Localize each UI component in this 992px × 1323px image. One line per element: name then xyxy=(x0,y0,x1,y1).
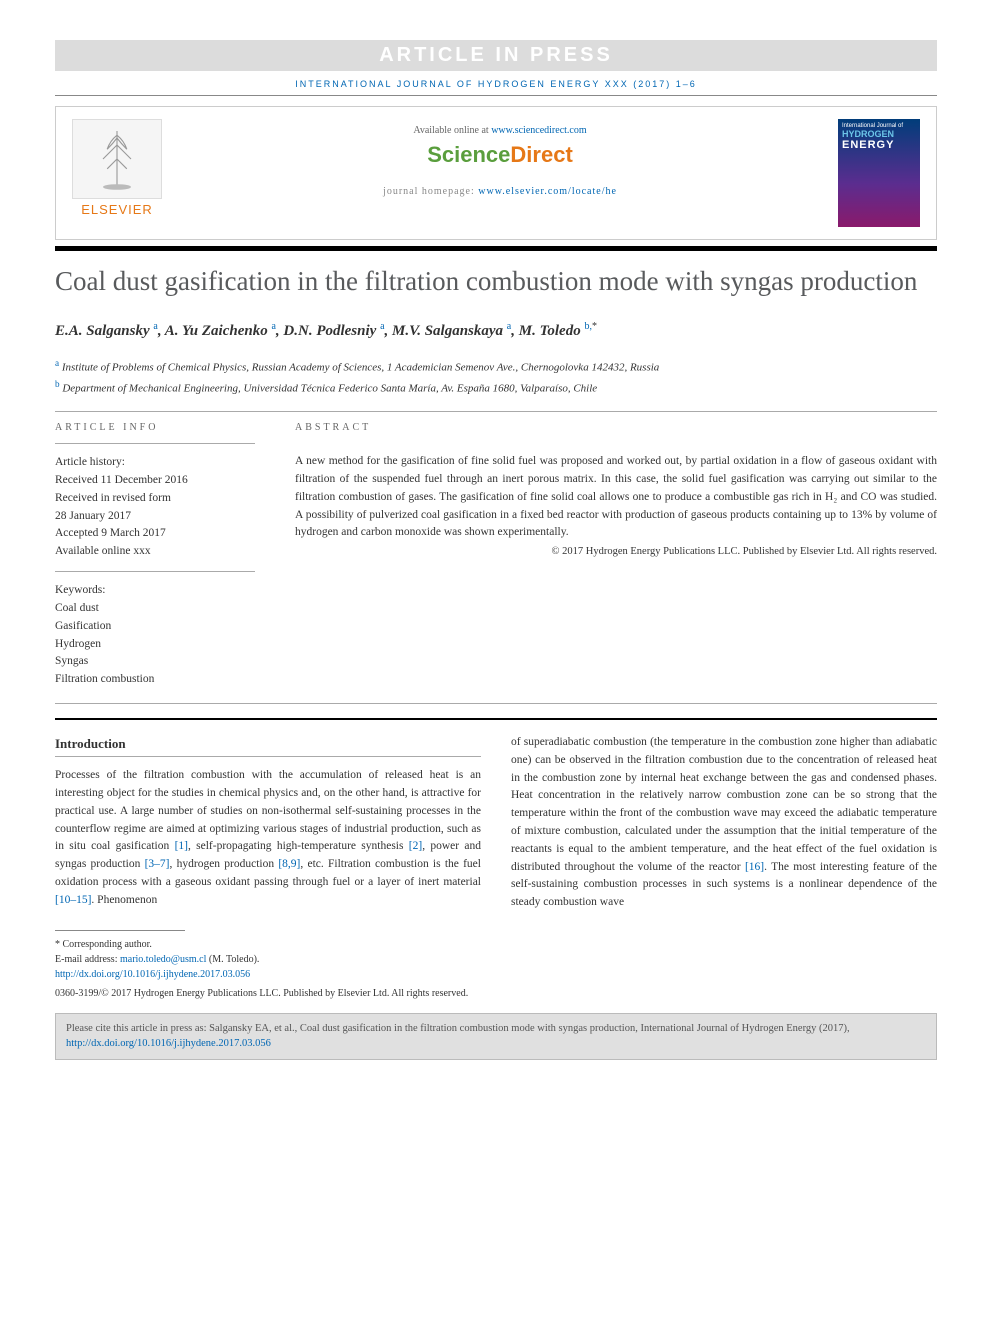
sd-logo-part1: Science xyxy=(427,142,510,167)
intro-paragraph-left: Processes of the filtration combustion w… xyxy=(55,767,481,910)
article-info-column: ARTICLE INFO Article history: Received 1… xyxy=(55,422,255,689)
publisher-header-box: ELSEVIER Available online at www.science… xyxy=(55,106,937,240)
article-history-block: Article history: Received 11 December 20… xyxy=(55,454,255,561)
journal-cover-thumbnail: International Journal of HYDROGEN ENERGY xyxy=(838,119,920,227)
cover-line3: ENERGY xyxy=(842,139,916,151)
keyword: Coal dust xyxy=(55,600,255,618)
footnote-rule xyxy=(55,930,185,931)
keyword: Filtration combustion xyxy=(55,671,255,689)
keyword: Gasification xyxy=(55,618,255,636)
abstract-copyright: © 2017 Hydrogen Energy Publications LLC.… xyxy=(295,546,937,557)
email-suffix: (M. Toledo). xyxy=(206,954,259,965)
article-info-heading: ARTICLE INFO xyxy=(55,422,255,433)
article-title: Coal dust gasification in the filtration… xyxy=(55,265,937,297)
meta-bottom-rule xyxy=(55,703,937,704)
body-two-column: Introduction Processes of the filtration… xyxy=(55,734,937,912)
journal-header-citation: INTERNATIONAL JOURNAL OF HYDROGEN ENERGY… xyxy=(55,79,937,89)
history-line: Accepted 9 March 2017 xyxy=(55,525,255,543)
keywords-label: Keywords: xyxy=(55,582,255,600)
email-line: E-mail address: mario.toledo@usm.cl (M. … xyxy=(55,952,937,967)
abstract-heading: ABSTRACT xyxy=(295,422,937,433)
intro-paragraph-right: of superadiabatic combustion (the temper… xyxy=(511,734,937,912)
sciencedirect-logo: ScienceDirect xyxy=(178,142,822,168)
elsevier-tree-icon xyxy=(72,119,162,199)
cover-line2: HYDROGEN xyxy=(842,129,916,139)
sciencedirect-link[interactable]: www.sciencedirect.com xyxy=(491,125,586,136)
introduction-rule xyxy=(55,756,481,757)
corresponding-email-link[interactable]: mario.toledo@usm.cl xyxy=(120,954,206,965)
introduction-heading: Introduction xyxy=(55,734,481,754)
abstract-text: A new method for the gasification of fin… xyxy=(295,453,937,542)
homepage-prefix: journal homepage: xyxy=(383,186,478,197)
citation-text: Please cite this article in press as: Sa… xyxy=(66,1023,850,1034)
doi-link[interactable]: http://dx.doi.org/10.1016/j.ijhydene.201… xyxy=(55,969,250,980)
affiliation: a Institute of Problems of Chemical Phys… xyxy=(55,357,937,376)
email-label: E-mail address: xyxy=(55,954,120,965)
history-line: 28 January 2017 xyxy=(55,508,255,526)
history-line: Received 11 December 2016 xyxy=(55,472,255,490)
journal-homepage-link[interactable]: www.elsevier.com/locate/he xyxy=(478,186,617,197)
history-line: Available online xxx xyxy=(55,543,255,561)
elsevier-wordmark: ELSEVIER xyxy=(72,202,162,217)
header-divider xyxy=(55,95,937,96)
body-column-left: Introduction Processes of the filtration… xyxy=(55,734,481,912)
history-label: Article history: xyxy=(55,454,255,472)
article-meta-row: ARTICLE INFO Article history: Received 1… xyxy=(55,422,937,689)
keyword: Syngas xyxy=(55,653,255,671)
keywords-block: Keywords: Coal dustGasificationHydrogenS… xyxy=(55,582,255,689)
sd-logo-part2: Direct xyxy=(510,142,572,167)
meta-top-rule xyxy=(55,411,937,412)
issn-copyright-line: 0360-3199/© 2017 Hydrogen Energy Publica… xyxy=(55,988,937,999)
keyword: Hydrogen xyxy=(55,636,255,654)
body-column-right: of superadiabatic combustion (the temper… xyxy=(511,734,937,912)
available-online-text: Available online at www.sciencedirect.co… xyxy=(178,125,822,136)
available-prefix: Available online at xyxy=(413,125,491,136)
history-line: Received in revised form xyxy=(55,490,255,508)
corresponding-author-note: * Corresponding author. xyxy=(55,937,937,952)
body-top-rule xyxy=(55,718,937,720)
article-in-press-banner: ARTICLE IN PRESS xyxy=(55,40,937,71)
abstract-column: ABSTRACT A new method for the gasificati… xyxy=(295,422,937,689)
author-list: E.A. Salgansky a, A. Yu Zaichenko a, D.N… xyxy=(55,319,937,343)
header-center-block: Available online at www.sciencedirect.co… xyxy=(178,119,822,197)
elsevier-logo-block: ELSEVIER xyxy=(72,119,162,217)
journal-homepage-text: journal homepage: www.elsevier.com/locat… xyxy=(178,186,822,197)
affiliation: b Department of Mechanical Engineering, … xyxy=(55,378,937,397)
title-top-rule xyxy=(55,246,937,251)
citation-box: Please cite this article in press as: Sa… xyxy=(55,1013,937,1060)
citation-doi-link[interactable]: http://dx.doi.org/10.1016/j.ijhydene.201… xyxy=(66,1038,271,1049)
